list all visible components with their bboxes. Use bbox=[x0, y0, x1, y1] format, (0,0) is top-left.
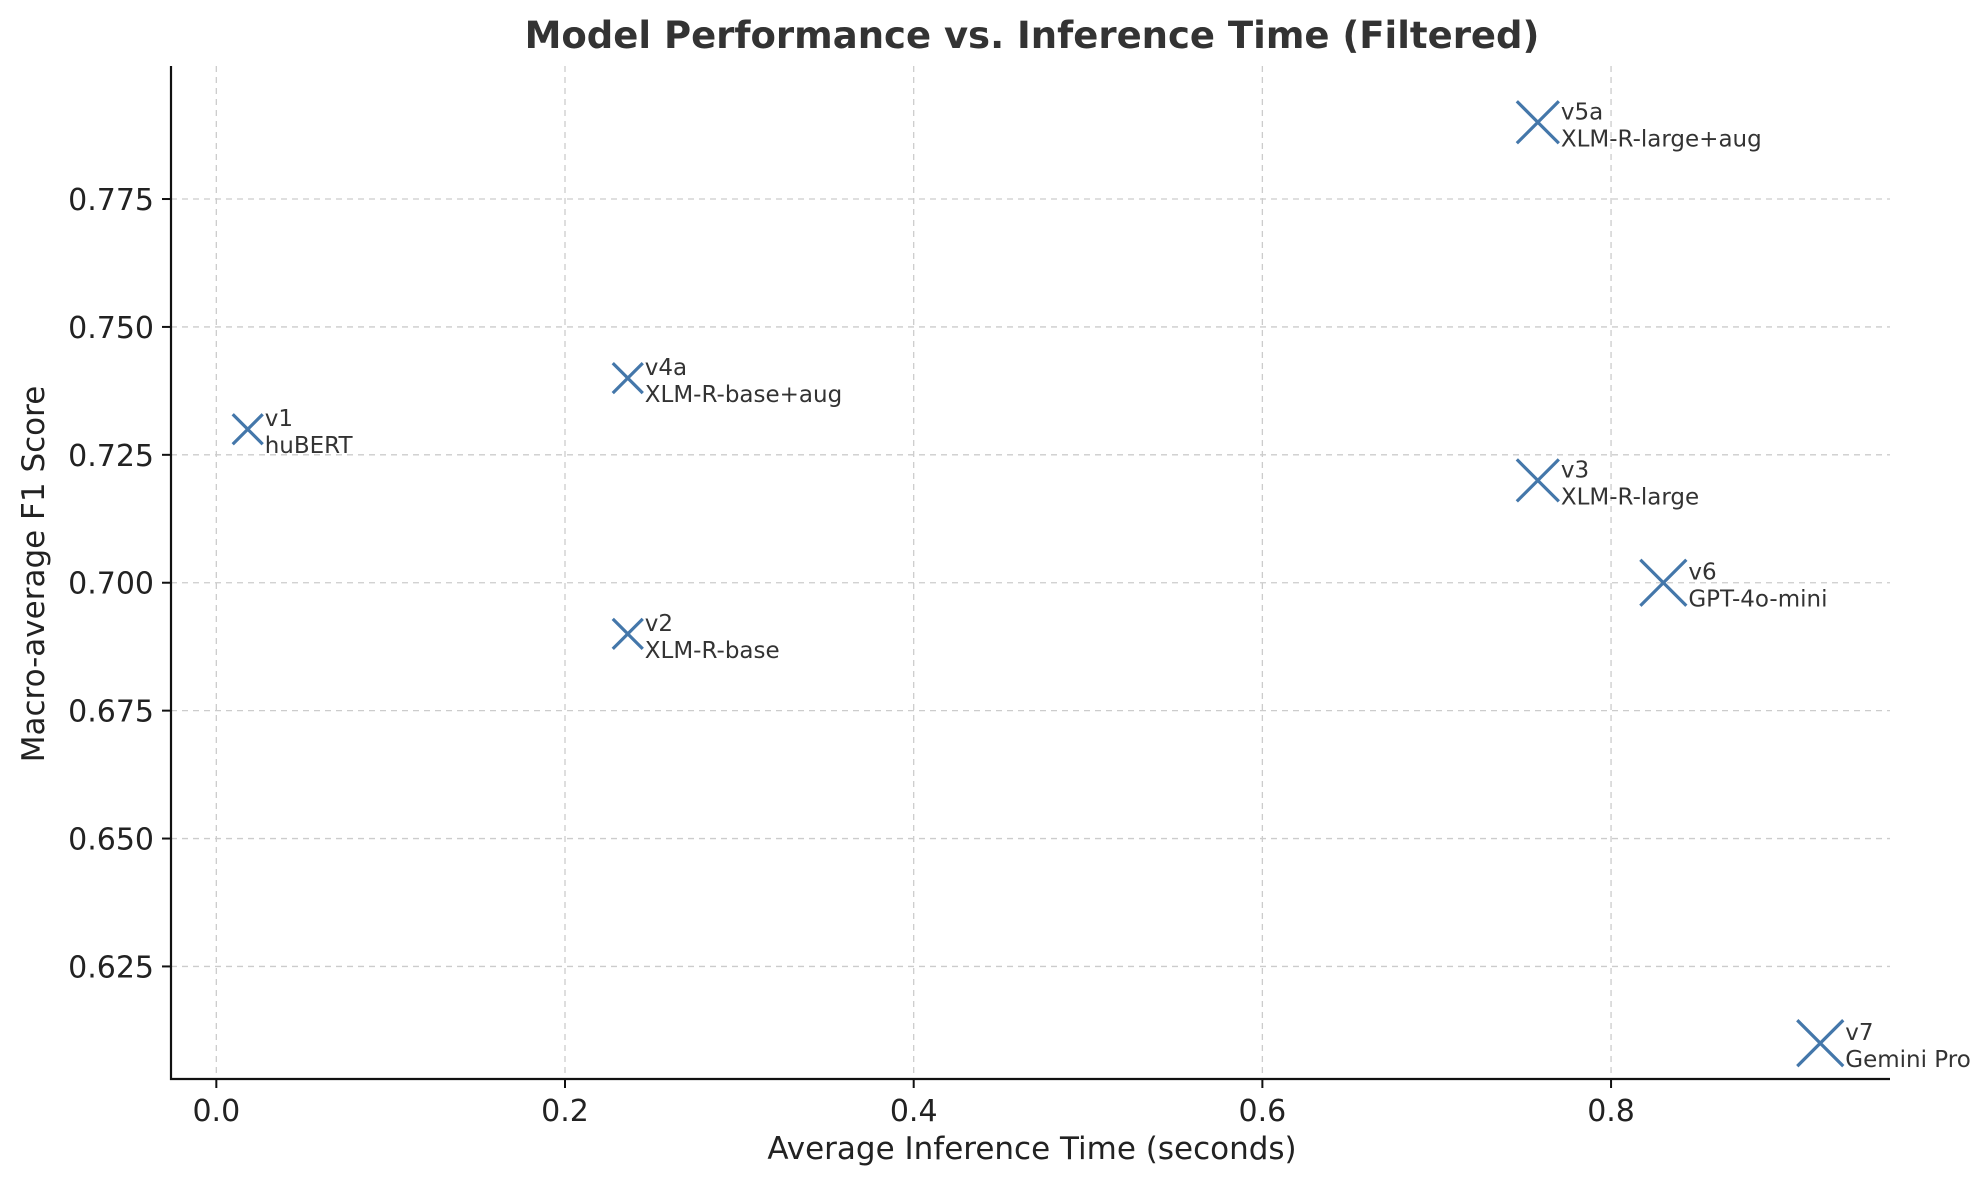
data-points: v1huBERTv2XLM-R-basev3XLM-R-largev4aXLM-… bbox=[231, 99, 1971, 1073]
y-tick-label: 0.725 bbox=[68, 439, 154, 474]
x-axis-label: Average Inference Time (seconds) bbox=[767, 1131, 1296, 1167]
point-label-version: v7 bbox=[1845, 1020, 1873, 1046]
point-label-model: XLM-R-base bbox=[645, 638, 780, 664]
point-label-version: v6 bbox=[1688, 560, 1716, 586]
x-tick-label: 0.8 bbox=[1587, 1094, 1635, 1129]
grid bbox=[171, 66, 1890, 1079]
x-tick-label: 0.4 bbox=[890, 1094, 938, 1129]
axes bbox=[169, 66, 1890, 1081]
y-tick-label: 0.700 bbox=[68, 567, 154, 602]
point-label-version: v1 bbox=[265, 406, 293, 432]
point-label-model: XLM-R-large bbox=[1561, 484, 1699, 510]
point-label-model: Gemini Pro bbox=[1845, 1047, 1971, 1073]
y-tick-label: 0.775 bbox=[68, 183, 154, 218]
y-axis-label: Macro-average F1 Score bbox=[16, 386, 52, 763]
point-label-version: v3 bbox=[1561, 457, 1589, 483]
point-label-model: GPT-4o-mini bbox=[1688, 587, 1827, 613]
point-label-version: v2 bbox=[645, 611, 673, 637]
point-label-version: v5a bbox=[1561, 99, 1603, 125]
y-tick-label: 0.650 bbox=[68, 823, 154, 858]
x-tick-label: 0.6 bbox=[1239, 1094, 1287, 1129]
y-tick-label: 0.675 bbox=[68, 695, 154, 730]
ticks: 0.0 0.2 0.4 0.6 0.8 0.625 0.650 0.675 0.700 0.725… bbox=[68, 183, 1635, 1129]
chart-title: Model Performance vs. Inference Time (Fi… bbox=[525, 14, 1540, 57]
x-marker bbox=[611, 361, 644, 395]
x-tick-label: 0.2 bbox=[541, 1094, 589, 1129]
point-label-model: XLM-R-base+aug bbox=[645, 382, 842, 408]
x-marker bbox=[1639, 558, 1688, 607]
point-label-model: XLM-R-large+aug bbox=[1561, 126, 1762, 152]
x-marker bbox=[1515, 458, 1560, 503]
x-marker bbox=[1796, 1019, 1845, 1068]
x-marker bbox=[231, 413, 264, 446]
y-tick-label: 0.625 bbox=[68, 950, 154, 985]
axis-frame bbox=[169, 66, 1890, 1081]
point-label-model: huBERT bbox=[265, 433, 354, 459]
y-tick-label: 0.750 bbox=[68, 311, 154, 346]
point-label-version: v4a bbox=[645, 355, 687, 381]
x-marker bbox=[1515, 100, 1560, 145]
x-tick-label: 0.0 bbox=[192, 1094, 240, 1129]
x-marker bbox=[611, 617, 644, 651]
